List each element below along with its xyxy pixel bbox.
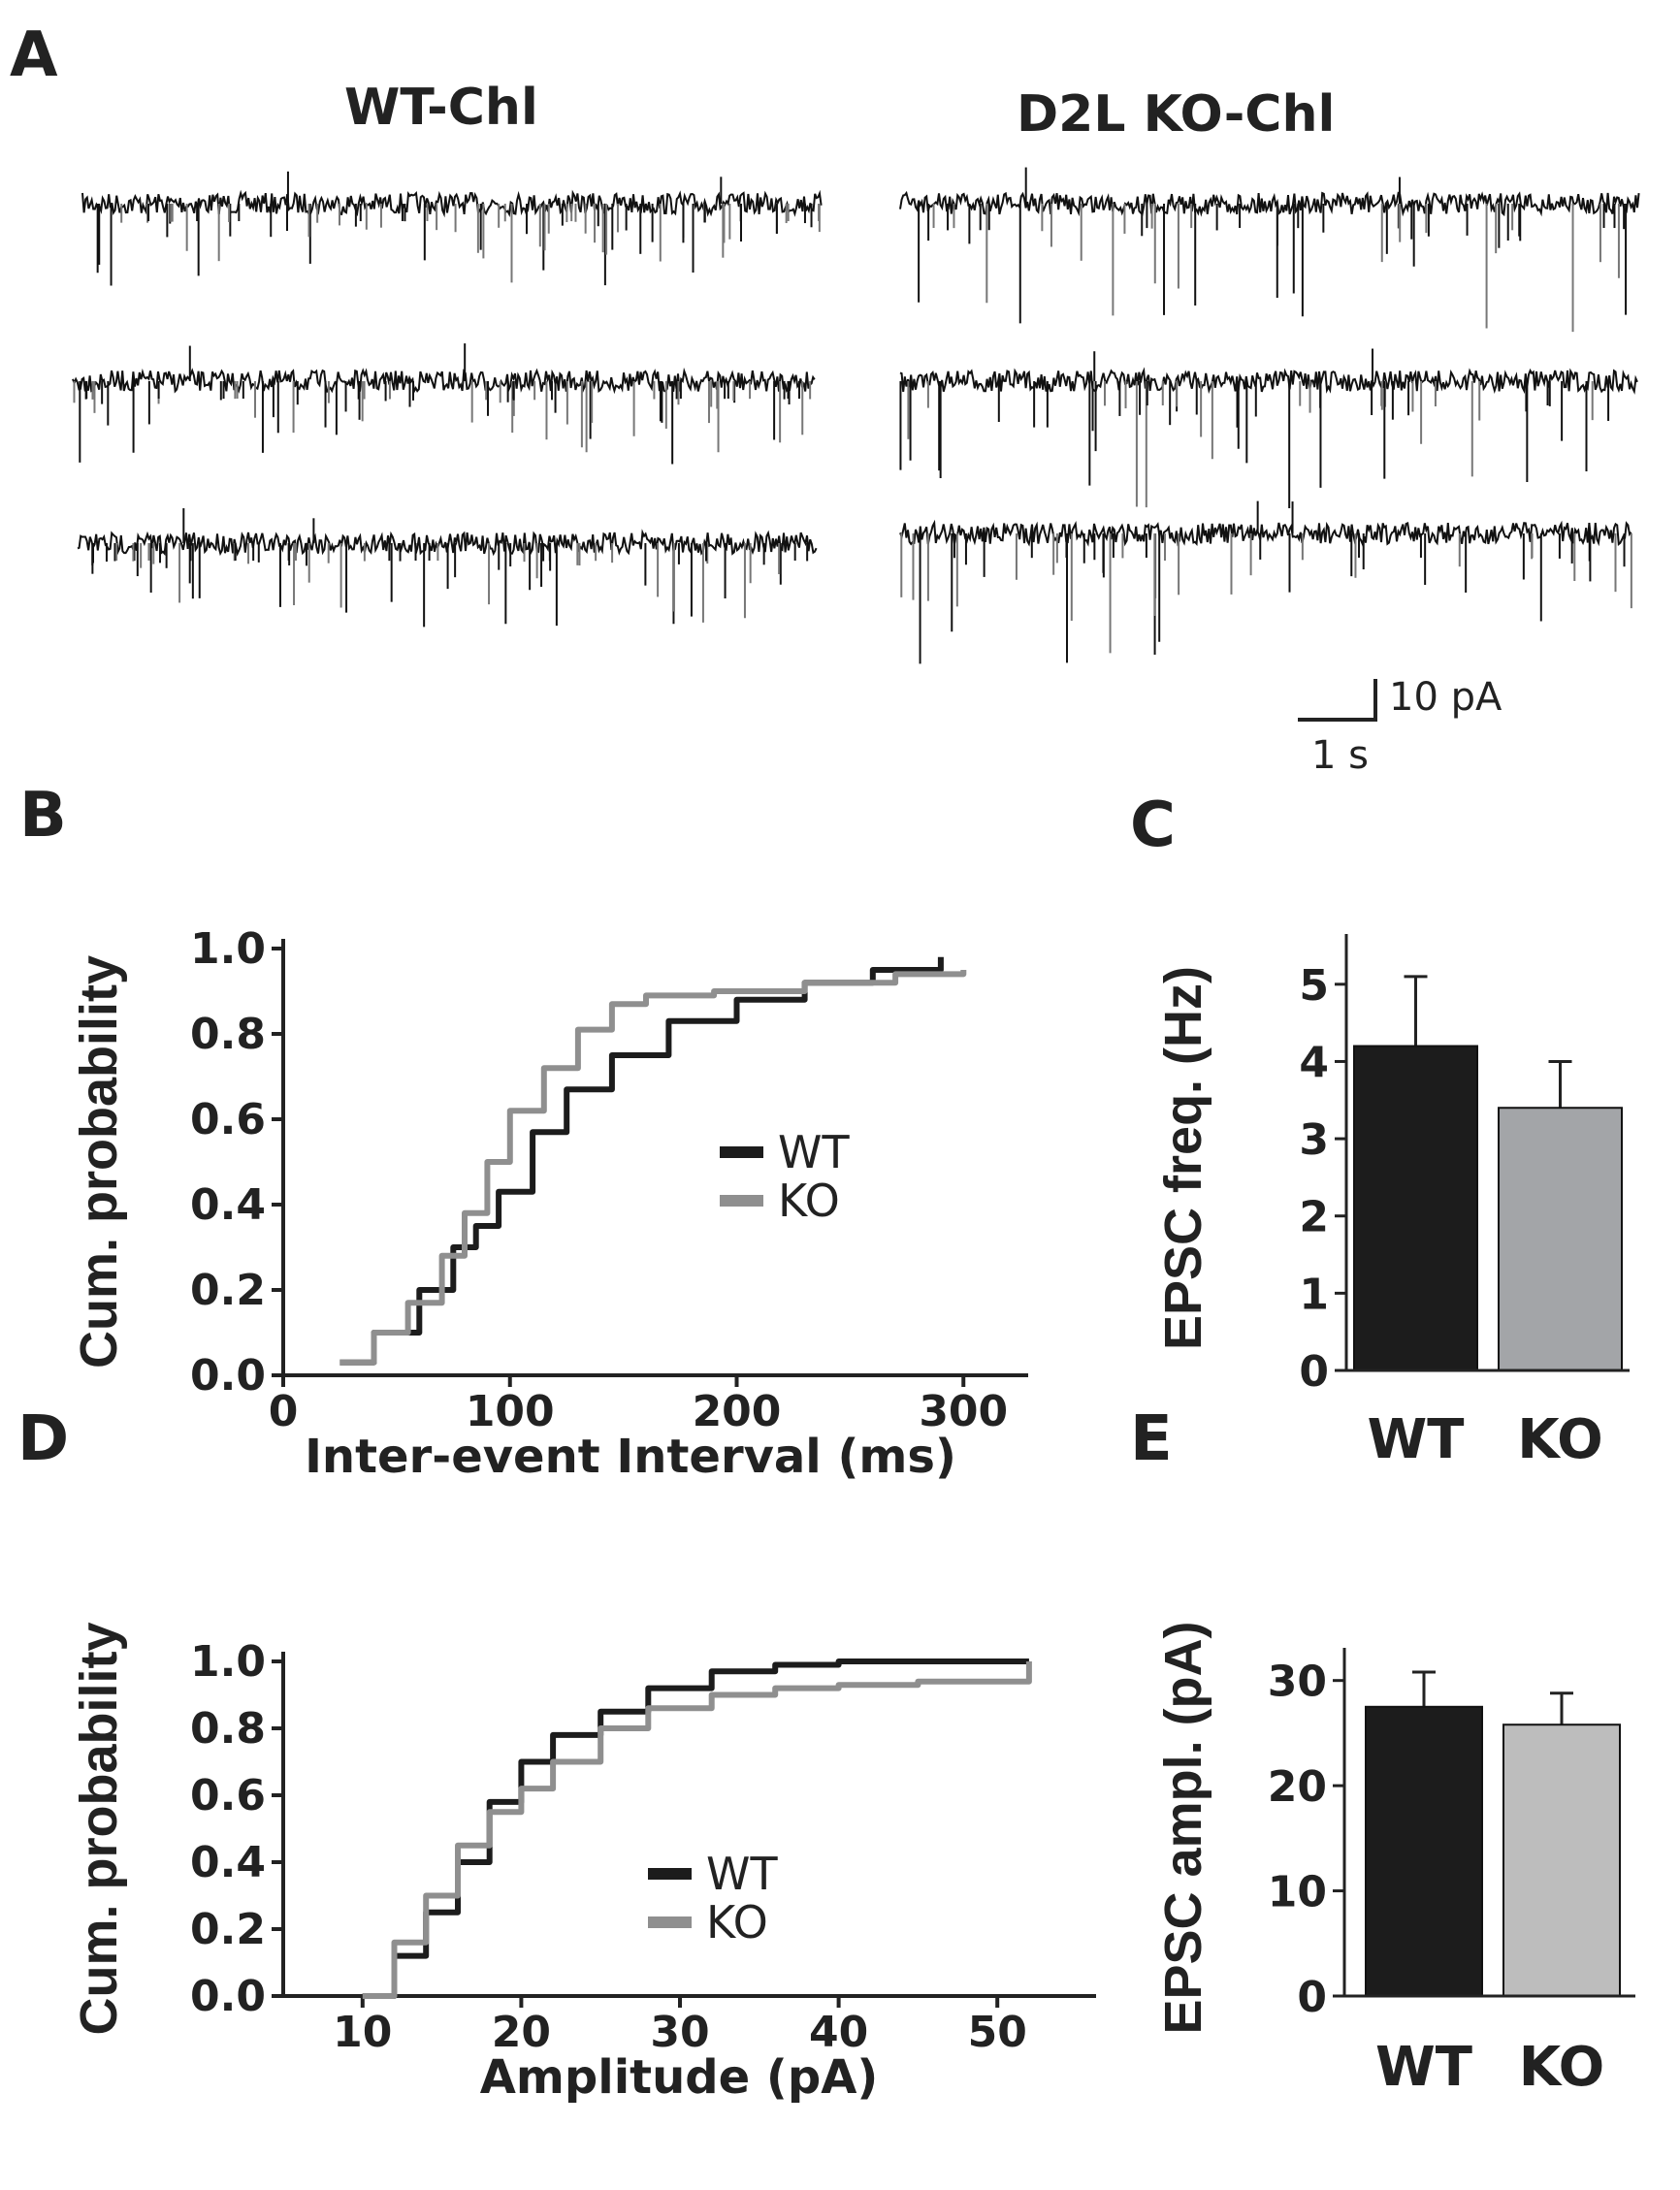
- y-axis-label: Cum. probability: [70, 955, 128, 1369]
- panel-letter-b: B: [19, 780, 67, 852]
- category-label-wt: WT: [1375, 2036, 1472, 2099]
- scale-bar-lines: [1298, 679, 1377, 722]
- panel-letter-a: A: [10, 19, 58, 91]
- current-traces: [72, 167, 1640, 664]
- x-tick-label: 30: [650, 2008, 709, 2057]
- category-label-ko: KO: [1519, 2036, 1604, 2099]
- chart-b-inter-event-cdf: 0.0 0.2 0.4 0.6 0.8 1.0 0 100 200 300 Cum. probabi…: [70, 924, 1028, 1484]
- scale-bar-y-label: 10 pA: [1389, 675, 1502, 720]
- y-tick-label: 0.8: [190, 1010, 266, 1059]
- y-tick-label: 0.8: [190, 1704, 266, 1754]
- panel-letter-e: E: [1130, 1403, 1173, 1475]
- y-tick-label: 1: [1299, 1270, 1329, 1319]
- series-line-ko: [339, 970, 967, 1366]
- y-tick-label: 1.0: [190, 924, 266, 974]
- y-axis-label: EPSC freq. (Hz): [1154, 966, 1212, 1350]
- y-tick-label: 0.2: [190, 1905, 266, 1954]
- y-tick-label: 10: [1268, 1868, 1327, 1917]
- y-axis-label: EPSC ampl. (pA): [1154, 1621, 1212, 2034]
- series-line-ko: [362, 1661, 1032, 1999]
- x-tick-label: 40: [809, 2008, 868, 2057]
- bar-ko: [1502, 1723, 1621, 1997]
- category-label-wt: WT: [1368, 1408, 1465, 1471]
- scale-bar: 10 pA 1 s: [1298, 675, 1502, 778]
- y-tick-label: 0: [1299, 1347, 1329, 1397]
- legend-label-wt: WT: [706, 1848, 778, 1900]
- legend-label-ko: KO: [706, 1896, 768, 1948]
- y-tick-label: 0.4: [190, 1838, 266, 1887]
- panel-letter-c: C: [1130, 789, 1176, 861]
- x-tick-label: 50: [968, 2008, 1027, 2057]
- y-tick-label: 0.4: [190, 1180, 266, 1230]
- chart-d-amplitude-cdf: 0.0 0.2 0.4 0.6 0.8 1.0 10 20 30 40 50 Cum. probabi…: [70, 1622, 1096, 2105]
- y-tick-label: 0: [1297, 1973, 1327, 2022]
- category-label-ko: KO: [1517, 1408, 1602, 1471]
- legend-label-wt: WT: [778, 1126, 850, 1178]
- y-tick-label: 5: [1299, 961, 1329, 1011]
- legend-label-ko: KO: [778, 1175, 840, 1227]
- y-tick-label: 4: [1299, 1038, 1329, 1087]
- trace-noise: [899, 367, 1638, 395]
- x-tick-label: 0: [269, 1387, 299, 1436]
- x-tick-label: 300: [919, 1387, 1008, 1436]
- y-tick-label: 1.0: [190, 1637, 266, 1687]
- x-axis-label: Amplitude (pA): [480, 2050, 879, 2105]
- series-line-wt: [362, 1659, 1029, 1999]
- bar-ko: [1498, 1107, 1623, 1371]
- wt-trace-title: WT-Chl: [344, 79, 538, 137]
- bar-wt: [1353, 1045, 1478, 1371]
- y-tick-label: 0.6: [190, 1095, 266, 1144]
- x-tick-label: 20: [492, 2008, 551, 2057]
- scale-bar-x-label: 1 s: [1311, 733, 1369, 778]
- trace-noise: [81, 189, 823, 218]
- y-tick-label: 0.0: [190, 1972, 266, 2021]
- ko-trace-title: D2L KO-Chl: [1017, 85, 1335, 144]
- y-axis-label: Cum. probability: [70, 1622, 128, 2035]
- y-tick-label: 0.0: [190, 1351, 266, 1401]
- trace-noise: [899, 190, 1640, 217]
- y-tick-label: 30: [1268, 1658, 1327, 1707]
- trace-noise: [899, 519, 1632, 548]
- trace-noise: [72, 367, 816, 395]
- y-tick-label: 20: [1268, 1762, 1327, 1812]
- x-tick-label: 100: [466, 1387, 555, 1436]
- chart-c-epsc-frequency: 0 1 2 3 4 5 EPSC freq. (Hz) WT KO: [1154, 934, 1630, 1471]
- chart-e-epsc-amplitude: 0 10 20 30 EPSC ampl. (pA) WT KO: [1154, 1621, 1635, 2099]
- bar-wt: [1365, 1705, 1483, 1997]
- x-axis-label: Inter-event Interval (ms): [305, 1430, 956, 1484]
- x-tick-label: 200: [693, 1387, 782, 1436]
- y-tick-label: 2: [1299, 1193, 1329, 1242]
- y-tick-label: 0.6: [190, 1771, 266, 1820]
- y-tick-label: 3: [1299, 1115, 1329, 1165]
- y-tick-label: 0.2: [190, 1266, 266, 1315]
- panel-letter-d: D: [17, 1403, 69, 1475]
- x-tick-label: 10: [333, 2008, 392, 2057]
